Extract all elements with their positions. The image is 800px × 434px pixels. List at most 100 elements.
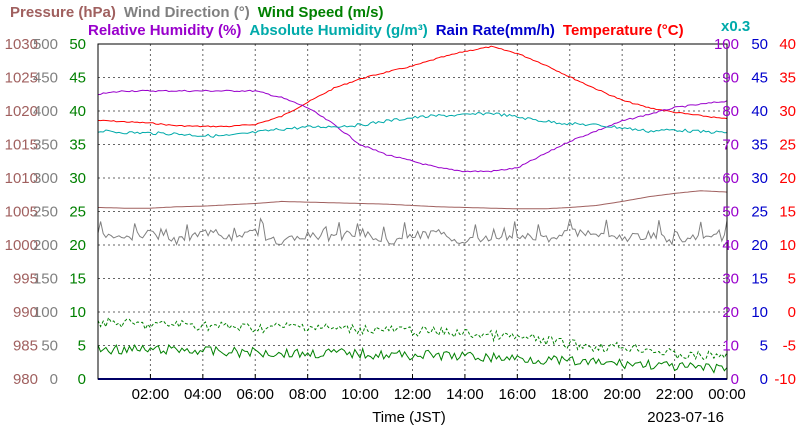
relative-humidity-tick-label: 90 (722, 70, 739, 87)
x-tick-label: 22:00 (656, 386, 694, 403)
temperature-tick-label: 40 (779, 36, 796, 53)
rain-rate-tick-label: 10 (751, 304, 768, 321)
wind-speed-tick-label: 45 (69, 70, 86, 87)
rain-rate-tick-label: 25 (751, 204, 768, 221)
x-axis-title: Time (JST) (372, 409, 446, 426)
temperature-tick-label: -5 (783, 338, 796, 355)
pressure-tick-label: 1010 (5, 170, 38, 187)
temperature-tick-label: 25 (779, 137, 796, 154)
rain-rate-tick-label: 35 (751, 137, 768, 154)
wind-direction-tick-label: 400 (33, 103, 58, 120)
wind-speed-tick-label: 0 (78, 371, 86, 388)
wind-direction-line (97, 217, 728, 246)
pressure-tick-label: 1000 (5, 237, 38, 254)
temperature-line (97, 45, 728, 128)
pressure-tick-label: 995 (13, 271, 38, 288)
x-tick-label: 16:00 (499, 386, 537, 403)
wind-speed-tick-label: 5 (78, 338, 86, 355)
title-area: Pressure (hPa) Wind Direction (°) Wind Spe… (10, 4, 750, 39)
rain-rate-tick-label: 5 (760, 338, 768, 355)
absolute-humidity-line (97, 111, 728, 138)
temperature-tick-label: 15 (779, 204, 796, 221)
title-label-row2-2: Rain Rate(mm/h) (436, 22, 555, 39)
relative-humidity-tick-label: 10 (722, 338, 739, 355)
title-row-2: Relative Humidity (%) Absolute Humidity (… (88, 22, 684, 39)
x-tick-label: 14:00 (446, 386, 484, 403)
title-label-row1-0: Pressure (hPa) (10, 4, 116, 21)
x-tick-label: 12:00 (394, 386, 432, 403)
wind-speed-tick-label: 35 (69, 137, 86, 154)
rain-rate-tick-label: 0 (760, 371, 768, 388)
temperature-tick-label: 5 (788, 271, 796, 288)
temperature-tick-label: 10 (779, 237, 796, 254)
pressure-tick-label: 990 (13, 304, 38, 321)
wind-direction-tick-label: 200 (33, 237, 58, 254)
pressure-tick-label: 985 (13, 338, 38, 355)
grid (98, 44, 727, 379)
y-axes: 9809859909951000100510101015102010251030… (5, 36, 796, 388)
x-tick-label: 08:00 (289, 386, 327, 403)
wind-direction-tick-label: 350 (33, 137, 58, 154)
pressure-tick-label: 1015 (5, 137, 38, 154)
title-label-row2-0: Relative Humidity (%) (88, 22, 241, 39)
wind-direction-tick-label: 500 (33, 36, 58, 53)
wind-speed-max-line (97, 316, 728, 361)
relative-humidity-tick-label: 100 (714, 36, 739, 53)
x-tick-label: 00:00 (708, 386, 746, 403)
wind-speed-tick-label: 30 (69, 170, 86, 187)
relative-humidity-tick-label: 80 (722, 103, 739, 120)
pressure-tick-label: 980 (13, 371, 38, 388)
relative-humidity-tick-label: 30 (722, 271, 739, 288)
temperature-tick-label: 0 (788, 304, 796, 321)
wind-speed-avg-line (97, 343, 728, 374)
wind-speed-tick-label: 25 (69, 204, 86, 221)
wind-direction-tick-label: 150 (33, 271, 58, 288)
relative-humidity-tick-label: 0 (731, 371, 739, 388)
absolute-humidity-scale-note: x0.3 (721, 18, 750, 35)
relative-humidity-tick-label: 20 (722, 304, 739, 321)
wind-direction-tick-label: 100 (33, 304, 58, 321)
wind-speed-tick-label: 50 (69, 36, 86, 53)
wind-direction-tick-label: 50 (41, 338, 58, 355)
x-tick-label: 20:00 (603, 386, 641, 403)
temperature-tick-label: 20 (779, 170, 796, 187)
relative-humidity-tick-label: 40 (722, 237, 739, 254)
pressure-line (98, 190, 728, 210)
temperature-tick-label: 35 (779, 70, 796, 87)
pressure-tick-label: 1005 (5, 204, 38, 221)
x-tick-label: 06:00 (236, 386, 274, 403)
wind-direction-tick-label: 300 (33, 170, 58, 187)
wind-speed-tick-label: 15 (69, 271, 86, 288)
title-row-1: Pressure (hPa) Wind Direction (°) Wind Spe… (10, 4, 383, 21)
relative-humidity-tick-label: 60 (722, 170, 739, 187)
x-tick-label: 18:00 (551, 386, 589, 403)
chart-date: 2023-07-16 (647, 409, 724, 426)
title-label-row1-2: Wind Speed (m/s) (258, 4, 384, 21)
title-label-row2-3: Temperature (°C) (563, 22, 684, 39)
wind-speed-tick-label: 40 (69, 103, 86, 120)
pressure-tick-label: 1030 (5, 36, 38, 53)
temperature-tick-label: 30 (779, 103, 796, 120)
wind-direction-tick-label: 450 (33, 70, 58, 87)
wind-speed-tick-label: 20 (69, 237, 86, 254)
title-label-row1-1: Wind Direction (°) (124, 4, 250, 21)
title-label-row2-1: Absolute Humidity (g/m³) (249, 22, 427, 39)
wind-speed-tick-label: 10 (69, 304, 86, 321)
x-tick-label: 04:00 (184, 386, 222, 403)
rain-rate-tick-label: 20 (751, 237, 768, 254)
temperature-tick-label: -10 (774, 371, 796, 388)
x-axis: 02:00 04:00 06:00 08:00 10:00 12:00 14:00 16:00… (132, 374, 746, 403)
rain-rate-tick-label: 50 (751, 36, 768, 53)
wind-direction-tick-label: 250 (33, 204, 58, 221)
rain-rate-tick-label: 40 (751, 103, 768, 120)
pressure-tick-label: 1025 (5, 70, 38, 87)
pressure-tick-label: 1020 (5, 103, 38, 120)
rain-rate-tick-label: 15 (751, 271, 768, 288)
rain-rate-tick-label: 45 (751, 70, 768, 87)
x-tick-label: 10:00 (341, 386, 379, 403)
relative-humidity-tick-label: 50 (722, 204, 739, 221)
rain-rate-tick-label: 30 (751, 170, 768, 187)
relative-humidity-tick-label: 70 (722, 137, 739, 154)
wind-direction-tick-label: 0 (50, 371, 58, 388)
